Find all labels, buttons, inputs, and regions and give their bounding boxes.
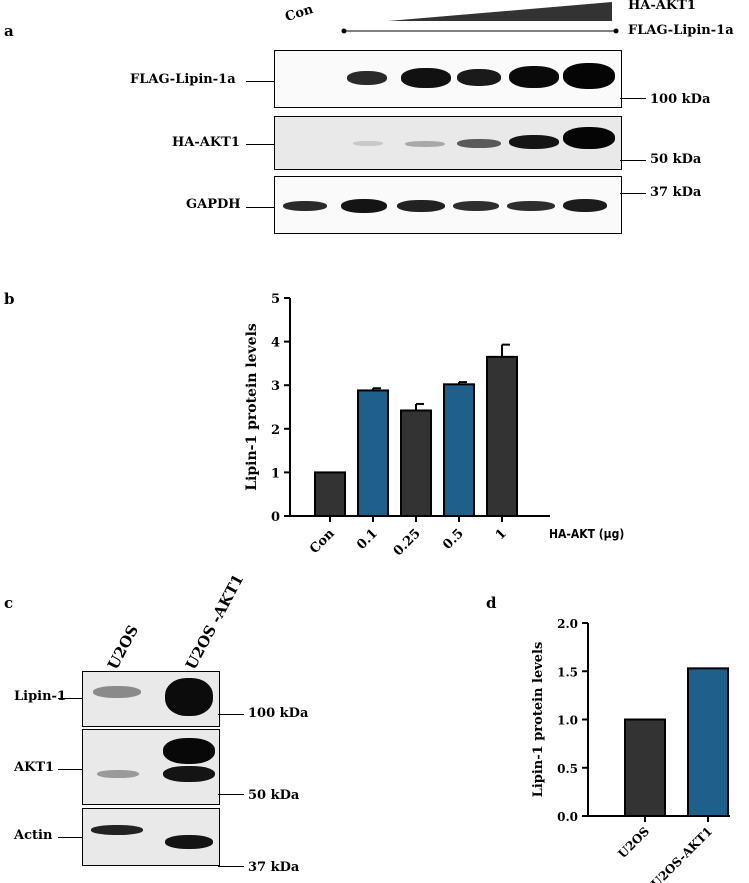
bar-chart-d: 0.0 0.5 1.0 1.5 2.0 Lipin-1 protein levels U2O… [531, 617, 730, 883]
marker-tick [620, 98, 646, 99]
bar-u2os-akt1 [687, 667, 729, 818]
row-leader [246, 81, 274, 82]
x-tick-label: 0.1 [354, 526, 381, 553]
y-tick-label: 2.0 [557, 617, 578, 631]
treatment-ha-akt1: HA-AKT1 [628, 0, 696, 13]
row-leader [58, 698, 82, 699]
marker-tick [218, 714, 244, 715]
blot-akt1 [82, 729, 220, 805]
panel-letter-c: c [4, 594, 14, 612]
blot-flag-lipin [274, 50, 622, 108]
y-tick-label: 0.0 [557, 810, 578, 824]
x-axis-side-label: HA-AKT (µg) [549, 527, 625, 541]
marker-50kda-c: 50 kDa [248, 788, 300, 803]
con-lane-label: Con [283, 1, 316, 26]
bar-0-25 [400, 409, 432, 518]
bar-u2os [624, 718, 666, 817]
row-label-ha-akt1: HA-AKT1 [172, 135, 240, 150]
marker-100kda: 100 kDa [650, 92, 711, 107]
row-leader [246, 144, 274, 145]
y-tick-label: 3 [271, 379, 280, 394]
marker-37kda-c: 37 kDa [248, 860, 300, 875]
x-tick-label: Con [307, 526, 338, 557]
lipin-constant-line [341, 28, 619, 34]
marker-50kda: 50 kDa [650, 152, 702, 167]
y-tick-label: 1.5 [557, 665, 578, 679]
y-tick-label: 0.5 [557, 762, 578, 776]
row-label-lipin1: Lipin-1 [14, 689, 66, 704]
x-tick-label: 0.5 [440, 526, 467, 553]
y-tick-label: 1 [271, 466, 280, 481]
lane-label-u2os-akt1: U2OS -AKT1 [182, 571, 248, 673]
row-label-actin: Actin [14, 828, 53, 843]
panel-letter-d: d [486, 594, 497, 612]
marker-tick [218, 866, 244, 867]
gradient-wedge [388, 2, 612, 21]
row-label-akt1: AKT1 [14, 760, 55, 775]
bar-0-1 [357, 389, 389, 517]
x-tick-label: 0.25 [391, 526, 424, 559]
y-axis-title: Lipin-1 protein levels [531, 642, 546, 798]
y-tick-label: 1.0 [557, 714, 578, 728]
marker-tick [218, 794, 244, 795]
marker-100kda-c: 100 kDa [248, 706, 309, 721]
y-tick-label: 2 [271, 423, 280, 438]
bar-0-5 [443, 383, 475, 517]
blot-gapdh [274, 176, 622, 234]
lane-label-u2os: U2OS [104, 622, 143, 673]
marker-37kda: 37 kDa [650, 185, 702, 200]
blot-ha-akt1 [274, 116, 622, 170]
treatment-flag-lipin: FLAG-Lipin-1a [628, 23, 734, 38]
y-axis-title: Lipin-1 protein levels [244, 323, 260, 491]
y-tick-label: 4 [271, 336, 280, 351]
blot-lipin1 [82, 671, 220, 727]
blot-actin [82, 808, 220, 866]
row-label-gapdh: GAPDH [186, 197, 241, 212]
x-tick-label: 1 [493, 526, 510, 543]
bar-chart-b: 0 1 2 3 4 5 Lipin-1 protein levels Con 0.1 0.25 0.… [244, 292, 550, 559]
row-leader [246, 207, 274, 208]
y-tick-label: 0 [271, 510, 280, 525]
row-label-flag-lipin: FLAG-Lipin-1a [130, 72, 236, 87]
row-leader [58, 769, 82, 770]
x-tick-label: U2OS [615, 824, 652, 861]
x-tick-label: U2OS-AKT1 [648, 824, 715, 883]
bar-con [314, 471, 346, 517]
marker-tick [620, 193, 646, 194]
row-leader [58, 837, 82, 838]
panel-letter-a: a [4, 22, 14, 40]
panel-letter-b: b [4, 290, 15, 308]
marker-tick [620, 160, 646, 161]
y-tick-label: 5 [271, 292, 280, 307]
bar-1 [486, 355, 518, 517]
